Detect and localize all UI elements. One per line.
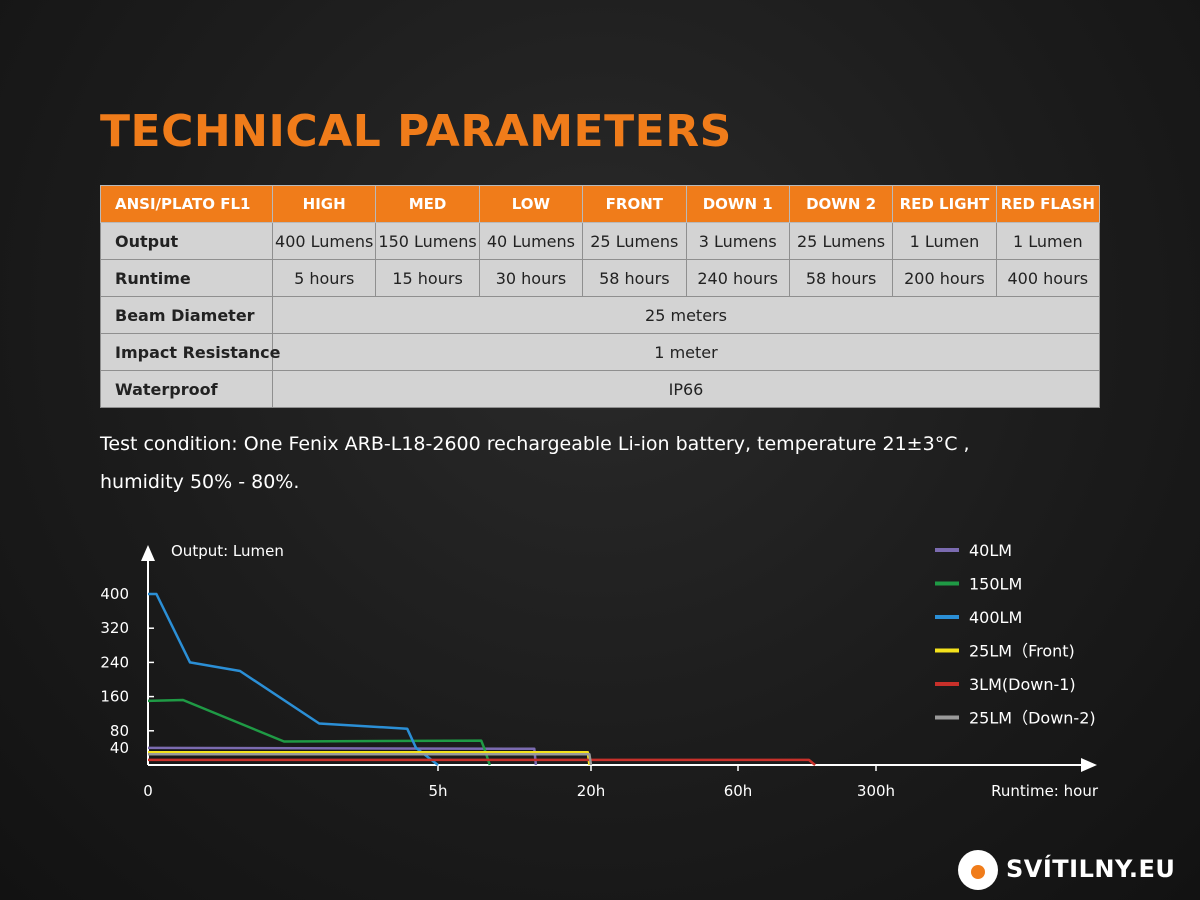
page-title: TECHNICAL PARAMETERS	[100, 106, 732, 157]
logo-text: SVÍTILNY.EU	[1006, 855, 1176, 883]
mode-header: RED FLASH	[995, 185, 1101, 223]
row-label: Impact Resistance	[100, 333, 280, 371]
series-line-3	[148, 592, 439, 766]
table-cell: 400 Lumens	[271, 222, 377, 260]
table-cell: 15 hours	[375, 259, 480, 297]
mode-header: FRONT	[582, 185, 687, 223]
table-cell: 200 hours	[892, 259, 997, 297]
y-axis-label: Output: Lumen	[171, 542, 284, 560]
table-row-output: Output 400 Lumens 150 Lumens 40 Lumens 2…	[100, 222, 1101, 260]
spec-table: ANSI/PLATO FL1 HIGH MED LOW FRONT DOWN 1…	[100, 185, 1101, 408]
row-label: Output	[100, 222, 273, 260]
table-cell: 1 Lumen	[995, 222, 1101, 260]
mode-header: DOWN 1	[685, 185, 790, 223]
series-line-1	[147, 746, 538, 766]
table-row-waterproof: Waterproof IP66	[100, 370, 1100, 408]
table-cell: 1 meter	[272, 333, 1100, 371]
x-axis-label: Runtime: hour	[991, 782, 1099, 800]
table-cell: 40 Lumens	[478, 222, 584, 260]
table-header-row: ANSI/PLATO FL1 HIGH MED LOW FRONT DOWN 1…	[100, 185, 1101, 223]
x-tick-label: 5h	[428, 782, 447, 800]
table-cell: 1 Lumen	[892, 222, 997, 260]
x-tick-label: 300h	[857, 782, 895, 800]
series-line-2	[147, 698, 491, 766]
y-tick-label: 80	[110, 722, 129, 740]
table-cell: IP66	[272, 370, 1100, 408]
test-condition-line-1: Test condition: One Fenix ARB-L18-2600 r…	[100, 433, 970, 455]
y-tick-label: 320	[100, 619, 129, 637]
legend-label: 25LM（Down-2)	[969, 709, 1096, 728]
series-line-6	[148, 753, 593, 766]
mode-header: HIGH	[271, 185, 377, 223]
x-tick-label: 20h	[577, 782, 606, 800]
legend-label: 25LM（Front)	[969, 642, 1075, 661]
x-tick-label: 0	[143, 782, 153, 800]
row-label: Runtime	[100, 259, 273, 297]
y-tick-label: 160	[100, 688, 129, 706]
table-corner-label: ANSI/PLATO FL1	[100, 185, 273, 223]
table-cell: 25 Lumens	[788, 222, 894, 260]
mode-header: RED LIGHT	[892, 185, 997, 223]
legend-label: 40LM	[969, 541, 1012, 560]
test-condition: Test condition: One Fenix ARB-L18-2600 r…	[100, 425, 1110, 501]
table-cell: 400 hours	[995, 259, 1101, 297]
legend-label: 150LM	[969, 575, 1022, 594]
flashlight-logo-icon	[958, 850, 998, 890]
table-row-impact-resistance: Impact Resistance 1 meter	[100, 333, 1100, 371]
brand-logo: SVÍTILNY.EU	[958, 848, 1198, 892]
series-line-5	[148, 758, 816, 766]
mode-header: LOW	[478, 185, 584, 223]
x-tick-label: 60h	[724, 782, 753, 800]
test-condition-line-2: humidity 50% - 80%.	[100, 471, 300, 493]
row-label: Waterproof	[100, 370, 273, 408]
y-tick-label: 400	[100, 585, 129, 603]
table-cell: 58 hours	[788, 259, 894, 297]
y-tick-label: 40	[110, 739, 129, 757]
legend-label: 400LM	[969, 608, 1022, 627]
table-row-beam-diameter: Beam Diameter 25 meters	[100, 296, 1100, 334]
legend-label: 3LM(Down-1)	[969, 675, 1076, 694]
table-cell: 25 meters	[272, 296, 1100, 334]
y-axis-arrow	[141, 545, 155, 561]
table-cell: 150 Lumens	[375, 222, 480, 260]
mode-header: DOWN 2	[788, 185, 894, 223]
x-axis-arrow	[1081, 758, 1097, 772]
y-tick-label: 240	[100, 653, 129, 671]
